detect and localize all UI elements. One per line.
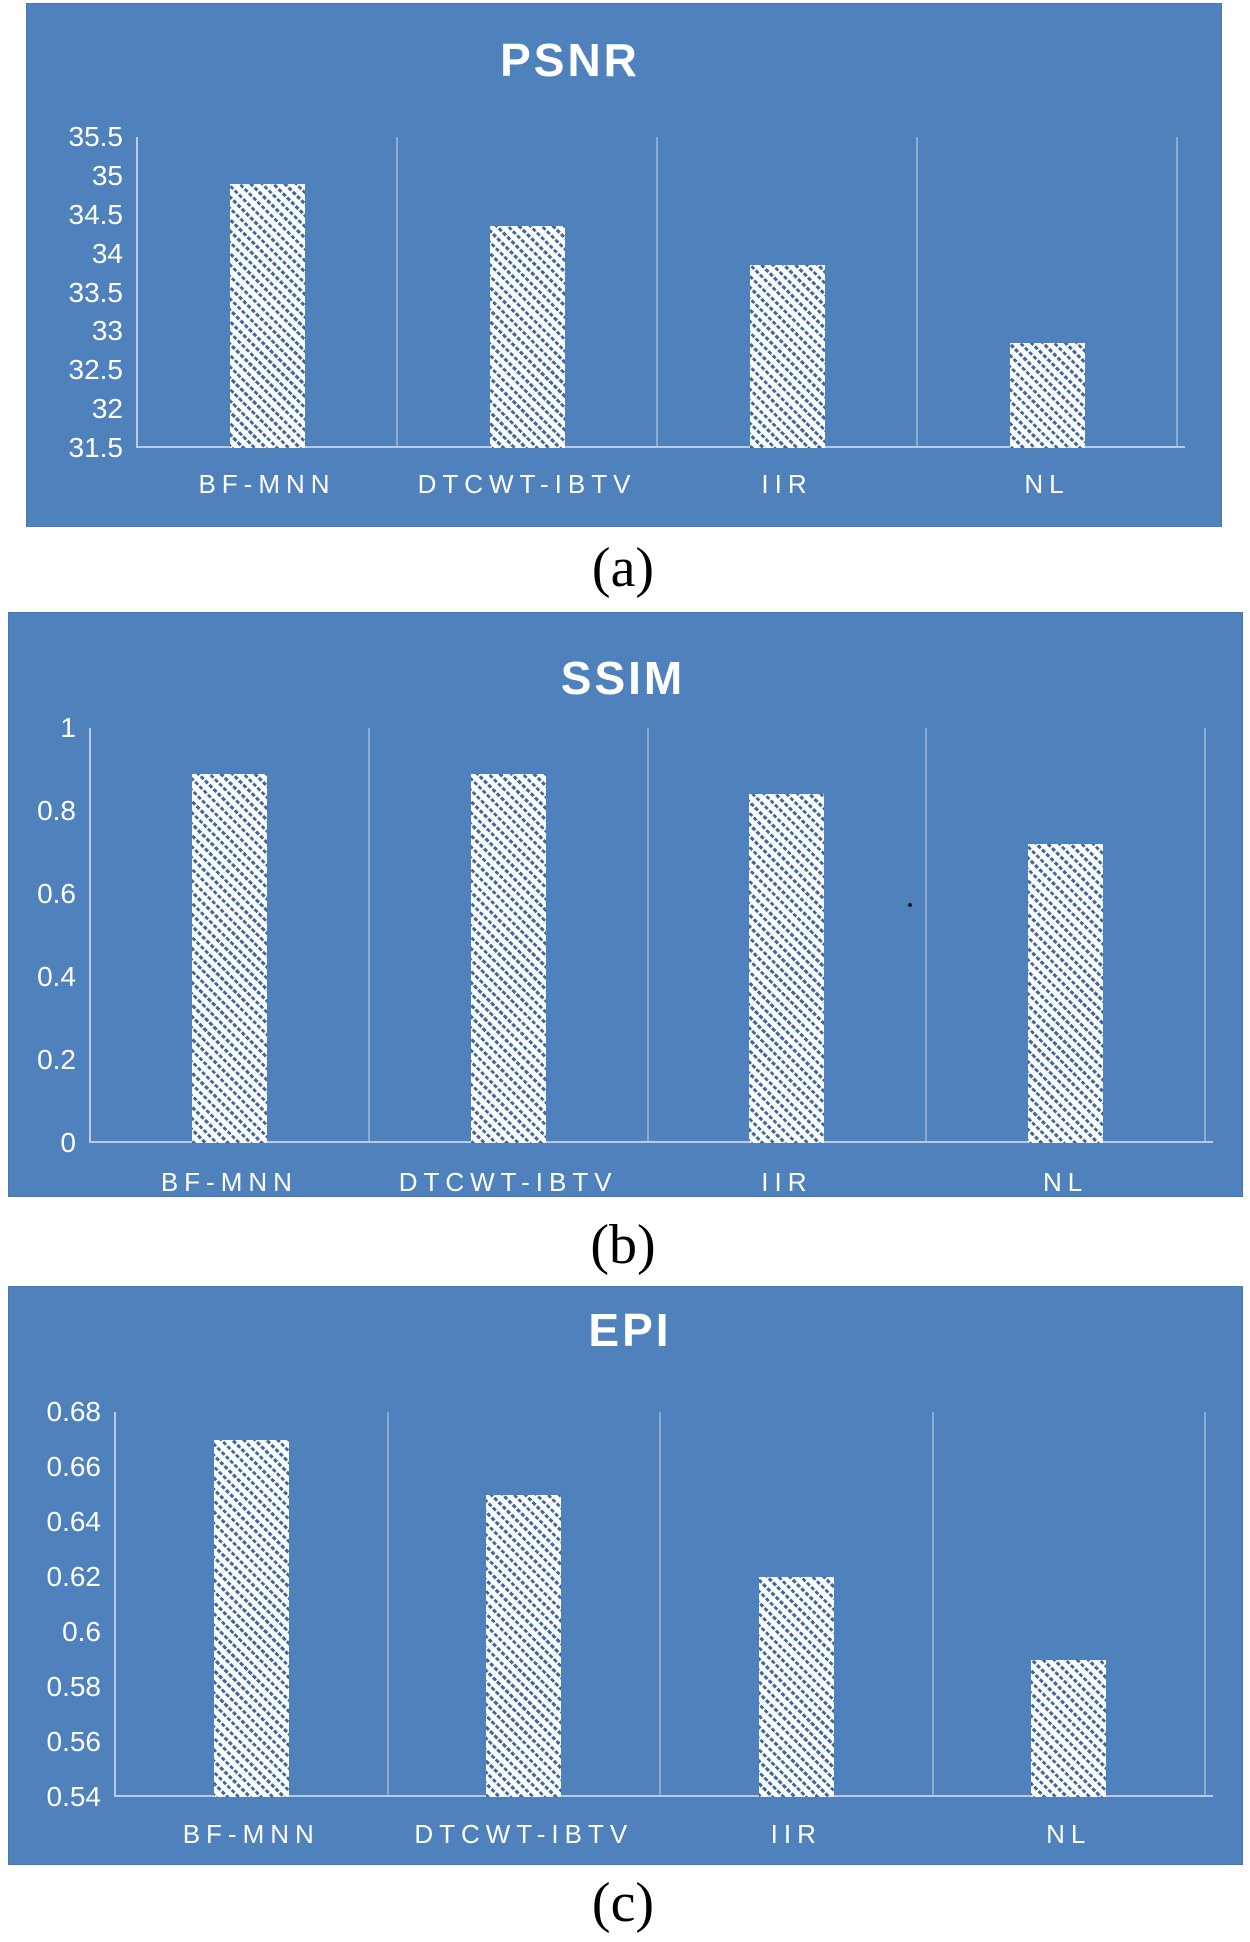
bar-dtcwt-ibtv [470,774,546,1143]
bar-dtcwt-ibtv [489,226,565,448]
bar-bf-mnn [229,184,305,448]
x-axis-line [90,1141,1213,1143]
y-axis-tick-label: 35.5 [68,121,124,152]
bar-nl [1031,1660,1107,1797]
category-gridline [367,728,370,1143]
x-axis-category-label: BF-MNN [198,469,336,499]
y-axis-tick-label: 0.6 [37,878,76,909]
psnr-chart-panel: PSNR 35.5 35 34.5 34 33.5 33 32.5 32 31.5 BF-MNN D… [26,3,1222,527]
y-axis-tick-label: 0.68 [46,1396,102,1427]
x-axis-category-label: DTCWT-IBTV [417,469,637,499]
y-axis-tick-label: 0 [60,1127,76,1158]
ssim-chart-title: SSIM [560,652,686,704]
y-axis-tick-label: 32 [91,393,123,425]
bar-iir [749,794,825,1143]
bar-dtcwt-ibtv [486,1495,562,1797]
category-gridline [1176,137,1178,448]
category-gridline [916,137,918,448]
psnr-chart-title: PSNR [500,34,640,86]
x-axis-category-label: IIR [770,1819,822,1849]
bar-iir [749,265,825,448]
x-axis-category-label: IIR [761,469,813,499]
x-axis-category-label: BF-MNN [160,1167,298,1197]
bar-nl [1009,343,1085,448]
y-axis-tick-label: 34 [91,237,123,269]
bar-iir [758,1577,834,1797]
category-gridline [646,728,649,1143]
speck-artifact [908,903,912,907]
y-axis-line [89,728,91,1143]
epi-chart-title: EPI [588,1304,672,1356]
category-gridline [931,1412,934,1797]
y-axis-tick-label: 0.58 [46,1671,102,1702]
y-axis-tick-label: 33.5 [68,276,124,308]
category-gridline [1204,728,1206,1143]
category-gridline [925,728,928,1143]
y-axis-tick-label: 0.6 [62,1616,101,1647]
y-axis-tick-label: 0.4 [37,961,76,992]
category-gridline [1204,1412,1206,1797]
bar-nl [1028,844,1104,1143]
caption-b: (b) [590,1214,656,1276]
category-gridline [396,137,398,448]
x-axis-category-label: IIR [761,1167,813,1197]
y-axis-tick-label: 35 [91,159,123,191]
x-axis-category-label: BF-MNN [182,1819,320,1849]
y-axis-tick-label: 34.5 [68,198,124,230]
y-axis-tick-label: 0.64 [46,1506,102,1537]
y-axis-tick-label: 0.62 [46,1561,102,1592]
bar-bf-mnn [191,774,267,1143]
caption-a: (a) [591,537,655,599]
y-axis-tick-label: 0.66 [46,1451,102,1482]
x-axis-category-label: NL [1024,469,1070,499]
y-axis-line [114,1412,116,1797]
bar-bf-mnn [213,1440,289,1797]
y-axis-tick-label: 0.2 [37,1044,76,1075]
x-axis-line [115,1795,1213,1797]
y-axis-tick-label: 32.5 [68,354,124,386]
category-gridline [656,137,658,448]
y-axis-tick-label: 31.5 [68,432,124,463]
x-axis-category-label: NL [1046,1819,1092,1849]
caption-c: (c) [591,1872,655,1934]
y-axis-tick-label: 33 [91,315,123,347]
category-gridline [659,1412,661,1797]
y-axis-tick-label: 0.54 [46,1781,102,1812]
y-axis-tick-label: 0.56 [46,1726,102,1757]
ssim-chart-panel: SSIM 1 0.8 0.6 0.4 0.2 0 BF-MNN DTCWT-IBTV IIR NL [8,612,1243,1197]
epi-chart-panel: EPI 0.68 0.66 0.64 0.62 0.6 0.58 0.56 0.54 BF-MN… [8,1286,1243,1865]
x-axis-category-label: DTCWT-IBTV [398,1167,618,1197]
y-axis-tick-label: 0.8 [37,795,76,826]
y-axis-line [136,137,138,448]
x-axis-category-label: NL [1043,1167,1089,1197]
category-gridline [386,1412,389,1797]
y-axis-tick-label: 1 [60,712,76,743]
x-axis-category-label: DTCWT-IBTV [414,1819,634,1849]
x-axis-line [137,446,1185,448]
